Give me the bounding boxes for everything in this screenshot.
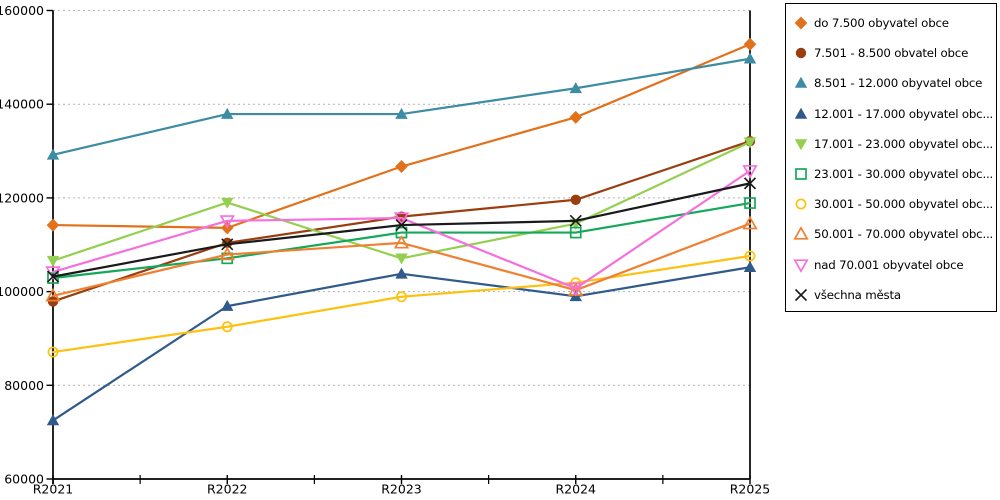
y-tick-label: 120000	[0, 190, 44, 205]
legend-label: 23.001 - 30.000 obyvatel obc...	[814, 167, 994, 182]
y-tick-label: 140000	[0, 97, 44, 112]
legend-item: do 7.500 obyvatel obce	[793, 8, 996, 38]
legend-item: 12.001 - 17.000 obyvatel obc...	[793, 99, 996, 129]
legend-label: 30.001 - 50.000 obyvatel obc...	[814, 197, 994, 212]
legend-item: všechna města	[793, 280, 996, 310]
triangle-up-marker	[743, 261, 757, 273]
triangle-down-marker	[395, 253, 408, 265]
y-tick-label: 160000	[0, 3, 44, 18]
x-legend-icon	[794, 288, 808, 301]
triangle-up-marker	[743, 52, 757, 64]
y-tick-label: 80000	[4, 378, 44, 393]
triangle-up-marker	[221, 107, 234, 119]
x-marker	[395, 219, 408, 232]
x-tick-label: R2023	[381, 482, 422, 497]
square-marker	[744, 197, 756, 209]
triangle-up-marker	[794, 77, 808, 89]
legend-label: 17.001 - 23.000 obyvatel obc...	[814, 136, 994, 151]
circle-marker	[396, 291, 407, 303]
series-line-5	[51, 201, 752, 280]
circle-marker	[221, 321, 233, 333]
circle-marker	[795, 48, 807, 59]
triangle-down-legend-icon	[793, 258, 809, 273]
square-legend-icon	[795, 168, 807, 180]
circle-marker	[47, 346, 59, 358]
legend-label: 8.501 - 12.000 obyvatel obce	[814, 76, 983, 91]
y-tick-label: 100000	[0, 284, 44, 299]
legend-label: 7.501 - 8.500 obvatel obce	[814, 46, 969, 61]
y-tick-label: 60000	[4, 472, 44, 487]
x-tick-label: R2021	[33, 482, 74, 497]
series-line-7	[51, 222, 752, 297]
square-marker	[569, 226, 582, 239]
triangle-up-marker	[569, 82, 582, 94]
legend-item: 50.001 - 70.000 obyvatel obc...	[793, 219, 996, 249]
x-marker	[46, 270, 60, 283]
x-tick-label: R2025	[730, 482, 771, 497]
triangle-up-marker	[793, 226, 809, 241]
triangle-up-legend-icon	[793, 226, 809, 241]
circle-marker	[795, 198, 807, 210]
triangle-down-marker	[219, 215, 235, 229]
triangle-up-marker	[46, 148, 60, 160]
legend-label: všechna města	[814, 287, 901, 302]
legend-label: 50.001 - 70.000 obyvatel obc...	[814, 227, 994, 242]
x-tick-label: R2024	[556, 482, 597, 497]
legend-item: 8.501 - 12.000 obyvatel obce	[793, 68, 996, 98]
triangle-up-marker	[46, 414, 60, 426]
legend-label: nad 70.001 obyvatel obce	[814, 257, 964, 272]
legend-label: 12.001 - 17.000 obyvatel obc...	[814, 106, 994, 121]
triangle-up-marker	[393, 234, 410, 249]
diamond-legend-icon	[794, 16, 808, 30]
series-line-8	[51, 169, 752, 290]
series-line-2	[51, 57, 752, 156]
triangle-up-marker	[742, 215, 758, 230]
legend-item: 7.501 - 8.500 obvatel obce	[793, 38, 996, 68]
legend-label: do 7.500 obyvatel obce	[814, 16, 949, 31]
diamond-marker	[743, 37, 757, 51]
triangle-up-marker	[395, 267, 408, 279]
legend-item: 23.001 - 30.000 obyvatel obc...	[793, 159, 996, 189]
triangle-up-legend-icon	[794, 77, 808, 89]
circle-legend-icon	[795, 198, 807, 210]
series-line-0	[51, 43, 752, 229]
triangle-down-marker	[794, 139, 808, 151]
triangle-down-legend-icon	[794, 139, 808, 151]
triangle-up-marker	[45, 287, 61, 302]
circle-marker	[744, 250, 756, 262]
circle-marker	[570, 194, 581, 205]
triangle-down-marker	[46, 255, 60, 267]
x-marker	[794, 288, 808, 301]
triangle-down-marker	[568, 282, 584, 297]
legend: do 7.500 obyvatel obce 7.501 - 8.500 obva…	[785, 3, 997, 312]
series-line-6	[51, 254, 752, 354]
circle-legend-icon	[795, 48, 807, 59]
triangle-up-legend-icon	[794, 107, 808, 119]
x-marker	[569, 214, 582, 227]
triangle-down-marker	[742, 165, 758, 179]
diamond-marker	[569, 110, 583, 124]
triangle-up-marker	[221, 299, 234, 311]
x-marker	[743, 177, 757, 190]
triangle-down-marker	[743, 137, 757, 149]
triangle-down-marker	[221, 197, 234, 209]
legend-item: nad 70.001 obyvatel obce	[793, 250, 996, 280]
legend-item: 30.001 - 50.000 obyvatel obc...	[793, 189, 996, 219]
triangle-up-marker	[794, 107, 808, 119]
diamond-marker	[794, 16, 808, 30]
triangle-down-marker	[393, 212, 410, 226]
legend-item: 17.001 - 23.000 obyvatel obc...	[793, 129, 996, 159]
square-marker	[795, 168, 807, 180]
triangle-up-marker	[395, 107, 408, 119]
triangle-up-marker	[219, 246, 235, 261]
x-tick-label: R2022	[207, 482, 248, 497]
x-marker	[221, 238, 234, 251]
diamond-marker	[395, 160, 408, 174]
diamond-marker	[46, 218, 60, 232]
triangle-down-marker	[793, 258, 809, 273]
series-line-3	[51, 266, 752, 422]
